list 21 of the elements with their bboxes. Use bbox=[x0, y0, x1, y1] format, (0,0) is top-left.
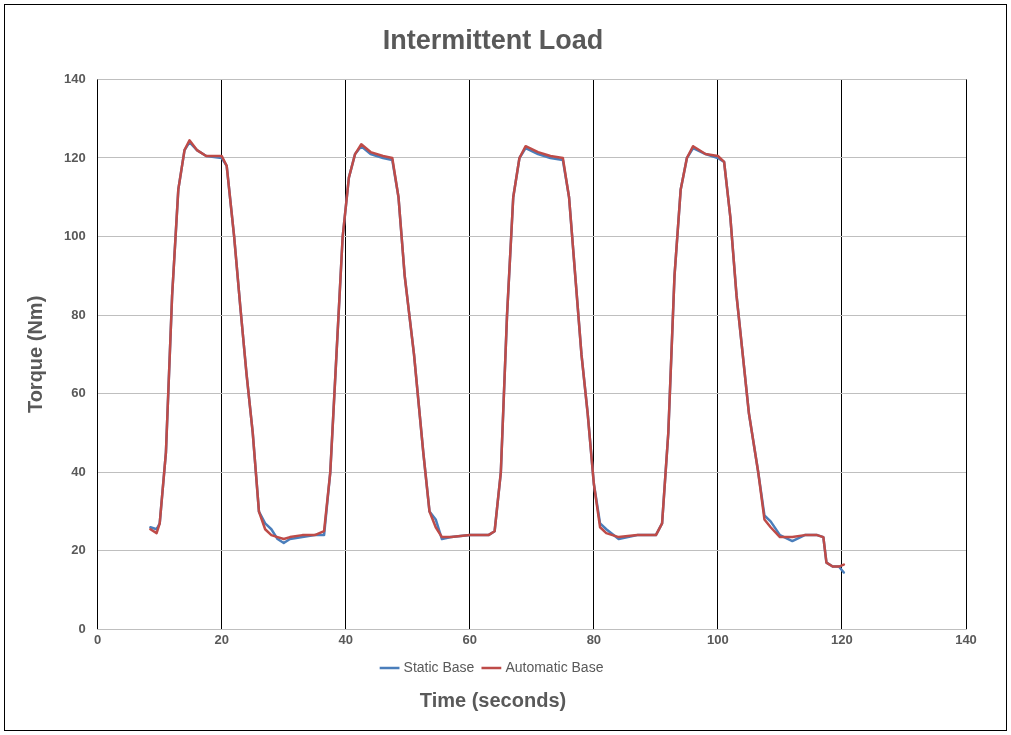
y-tick-label: 100 bbox=[63, 228, 86, 244]
x-tick-label: 60 bbox=[462, 631, 478, 647]
x-tick-label: 20 bbox=[214, 631, 229, 647]
y-tick-label: 0 bbox=[78, 620, 86, 636]
chart-title: Intermittent Load bbox=[382, 24, 604, 55]
legend-label: Automatic Base bbox=[505, 658, 604, 675]
y-axis-title: Torque (Nm) bbox=[23, 295, 46, 414]
y-tick-label: 40 bbox=[71, 463, 86, 479]
x-tick-label: 80 bbox=[586, 631, 602, 647]
y-tick-label: 140 bbox=[63, 70, 86, 86]
y-tick-label: 20 bbox=[71, 542, 86, 558]
y-tick-label: 60 bbox=[71, 385, 86, 401]
y-tick-label: 120 bbox=[63, 149, 86, 165]
x-tick-label: 120 bbox=[831, 631, 853, 647]
x-axis-title: Time (seconds) bbox=[419, 688, 567, 711]
x-tick-label: 100 bbox=[707, 631, 729, 647]
y-tick-label: 80 bbox=[71, 306, 86, 322]
legend-label: Static Base bbox=[403, 658, 475, 675]
x-tick-label: 140 bbox=[955, 631, 977, 647]
x-tick-label: 40 bbox=[338, 631, 354, 647]
x-tick-label: 0 bbox=[94, 631, 102, 647]
